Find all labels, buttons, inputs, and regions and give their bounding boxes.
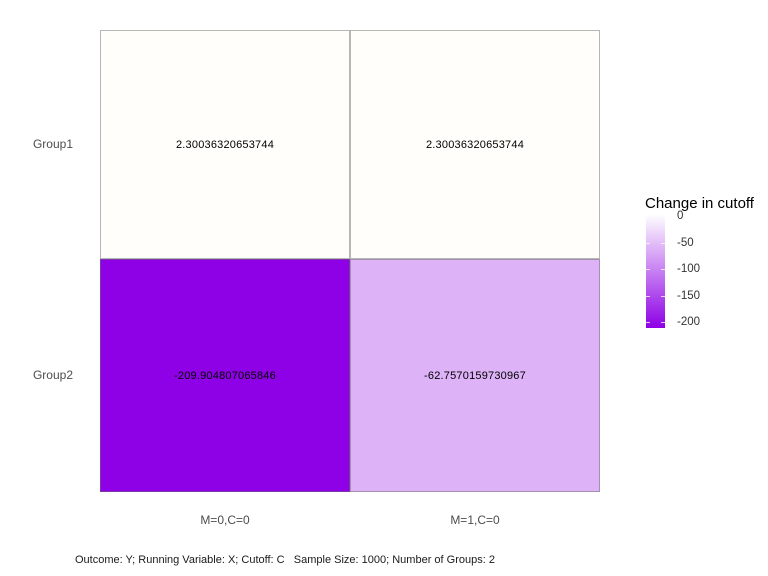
cell-value-group1-m0c0: 2.30036320653744 <box>175 138 275 151</box>
heatmap-panel: 2.30036320653744 2.30036320653744 -209.9… <box>100 30 600 492</box>
heatmap-cell-group2-m1c0: -62.7570159730967 <box>350 259 600 492</box>
cell-value-group2-m0c0: -209.904807065846 <box>174 369 276 382</box>
legend-tick-mark <box>646 322 650 323</box>
legend-tick-label-50: -50 <box>677 236 694 249</box>
legend-title: Change in cutoff <box>645 195 754 212</box>
legend-tick-mark <box>646 216 650 217</box>
x-axis-label-m0c0: M=0,C=0 <box>200 513 250 527</box>
legend-tick-mark <box>661 242 665 244</box>
legend-tick-label-200: -200 <box>677 316 701 328</box>
heatmap-cell-group2-m0c0: -209.904807065846 <box>100 259 350 492</box>
legend-tick-mark <box>646 295 650 297</box>
y-axis-label-group1: Group1 <box>32 137 73 151</box>
legend-tick-mark <box>661 322 665 323</box>
legend-tick-mark <box>646 242 650 244</box>
legend-colorbar-gradient <box>646 214 665 328</box>
cell-value-group2-m1c0: -62.7570159730967 <box>424 369 526 382</box>
y-axis-label-group2: Group2 <box>32 368 73 382</box>
legend-tick-mark <box>661 295 665 297</box>
heatmap-cell-group1-m1c0: 2.30036320653744 <box>350 30 600 259</box>
legend-tick-label-0: 0 <box>677 210 684 222</box>
legend-tick-mark <box>661 269 665 270</box>
legend-tick-label-150: -150 <box>677 289 701 302</box>
legend-tick-mark <box>661 216 665 217</box>
x-axis-label-m1c0: M=1,C=0 <box>450 513 500 527</box>
legend-tick-mark <box>646 269 650 270</box>
cell-value-group1-m1c0: 2.30036320653744 <box>425 138 525 151</box>
legend-tick-label-100: -100 <box>677 263 701 275</box>
heatmap-cell-group1-m0c0: 2.30036320653744 <box>100 30 350 259</box>
caption: Outcome: Y; Running Variable: X; Cutoff:… <box>75 554 495 566</box>
